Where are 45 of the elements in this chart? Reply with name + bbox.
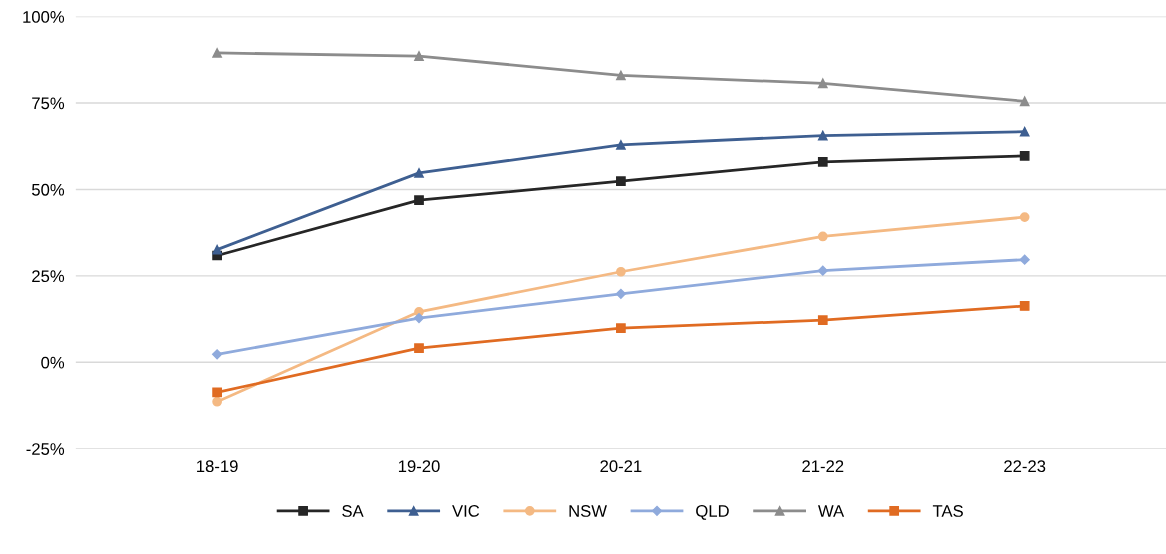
point	[615, 288, 627, 299]
x-tick-label: 19-20	[398, 460, 440, 473]
x-tick-label: 22-23	[1004, 460, 1046, 473]
point	[1019, 212, 1030, 222]
y-tick-label: -25%	[26, 443, 65, 455]
legend-label: TAS	[932, 505, 963, 517]
point	[616, 70, 626, 81]
point	[414, 51, 424, 61]
point	[1019, 254, 1030, 265]
point	[817, 231, 828, 242]
point	[413, 312, 425, 324]
y-tick-label: 50%	[31, 183, 65, 196]
legend-label: SA	[342, 505, 364, 517]
point	[1019, 96, 1030, 107]
point	[414, 343, 424, 354]
point	[616, 266, 626, 277]
y-tick-label: 75%	[32, 97, 65, 110]
point	[817, 156, 828, 167]
x-tick-label: 20-21	[600, 460, 642, 473]
point	[212, 48, 222, 58]
point	[616, 140, 626, 150]
point	[817, 265, 828, 276]
point	[212, 396, 222, 407]
x-tick-label: 21-22	[802, 460, 844, 472]
point	[212, 387, 222, 398]
legend-label: QLD	[696, 505, 729, 520]
point	[211, 349, 223, 360]
legend-label: NSW	[569, 505, 607, 517]
point	[414, 195, 424, 206]
point	[817, 315, 828, 326]
point	[817, 130, 828, 141]
point	[212, 244, 222, 255]
x-tick-label: 18-19	[197, 460, 238, 473]
point	[817, 78, 828, 89]
point	[1019, 126, 1030, 137]
point	[1019, 151, 1030, 161]
point	[616, 323, 626, 333]
point	[414, 168, 424, 178]
point	[1019, 301, 1030, 311]
legend-label: WA	[818, 505, 845, 517]
legend-label: VIC	[452, 505, 480, 517]
point	[616, 176, 626, 187]
y-tick-label: 0%	[41, 356, 65, 369]
y-tick-label: 25%	[32, 270, 65, 283]
y-tick-label: 100%	[23, 11, 65, 23]
